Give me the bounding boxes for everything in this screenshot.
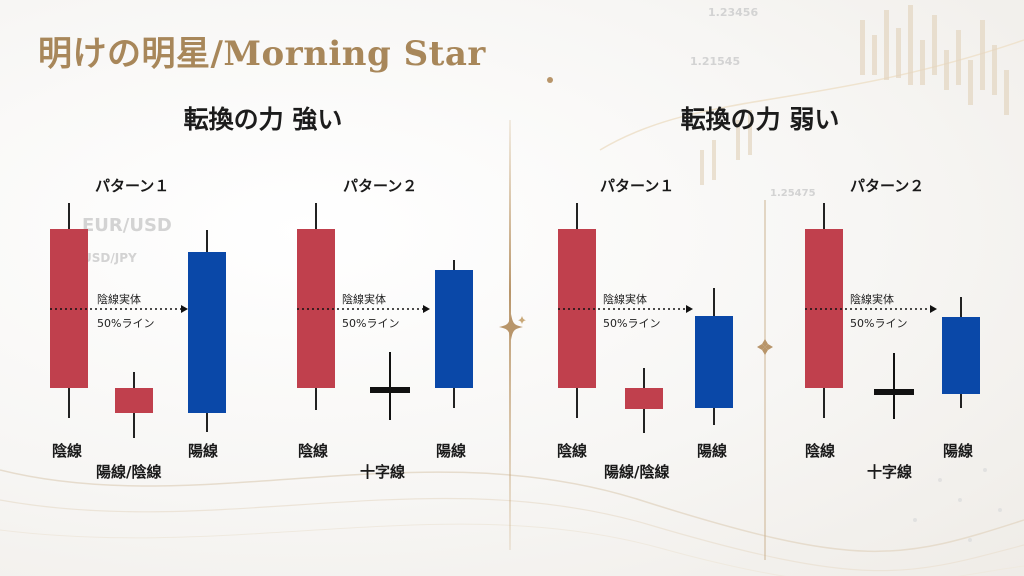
section-heading-weak: 転換の力 弱い [680,105,840,134]
doji-candle-s1p1-body [874,389,914,395]
doji-candle-s0p1-body [370,387,410,393]
candle-label-bearish-s0p0: 陰線 [52,442,83,460]
body-label-s1p1: 陰線実体 [850,293,894,306]
page-title: 明けの明星/Morning Star [38,34,486,74]
fifty-percent-arrow-s1p0-head [686,305,693,313]
candle-label-bullish-s1p0: 陽線 [697,442,728,460]
fifty-percent-arrow-s1p1-head [930,305,937,313]
bullish-candle-s1p1-body [942,317,980,394]
fifty-line-label-s1p0: 50%ライン [603,317,661,330]
star-candle-s0p0-body [115,388,153,413]
pattern-2-title-weak: パターン２ [850,177,925,195]
bullish-candle-s0p1-body [435,270,473,388]
fifty-percent-arrow-s0p1-head [423,305,430,313]
body-label-s0p0: 陰線実体 [97,293,141,306]
pattern-1-title-weak: パターン１ [600,177,675,195]
diamond-ornament-icon [757,339,773,355]
pattern-1-title-strong: パターン１ [95,177,170,195]
pattern-2-title-strong: パターン２ [343,177,418,195]
fifty-line-label-s1p1: 50%ライン [850,317,908,330]
fifty-percent-arrow-s0p0-head [181,305,188,313]
section-heading-strong: 転換の力 強い [183,105,343,134]
candle-label-bearish-s1p0: 陰線 [557,442,588,460]
candle-label-middle-s0p0: 陽線/陰線 [96,463,162,481]
candle-label-bearish-s0p1: 陰線 [298,442,329,460]
bullish-candle-s1p0-body [695,316,733,408]
body-label-s0p1: 陰線実体 [342,293,386,306]
candle-label-middle-s1p0: 陽線/陰線 [604,463,670,481]
candle-label-middle-s1p1: 十字線 [867,463,913,481]
star-candle-s1p0-body [625,388,663,409]
fifty-line-label-s0p1: 50%ライン [342,317,400,330]
title-underline [0,77,553,83]
candle-label-middle-s0p1: 十字線 [360,463,406,481]
candle-label-bullish-s0p0: 陽線 [188,442,219,460]
sparkle-icon [499,314,526,340]
body-label-s1p0: 陰線実体 [603,293,647,306]
bullish-candle-s0p0-body [188,252,226,413]
fifty-line-label-s0p0: 50%ライン [97,317,155,330]
candle-label-bullish-s0p1: 陽線 [436,442,467,460]
candle-label-bullish-s1p1: 陽線 [943,442,974,460]
candle-label-bearish-s1p1: 陰線 [805,442,836,460]
